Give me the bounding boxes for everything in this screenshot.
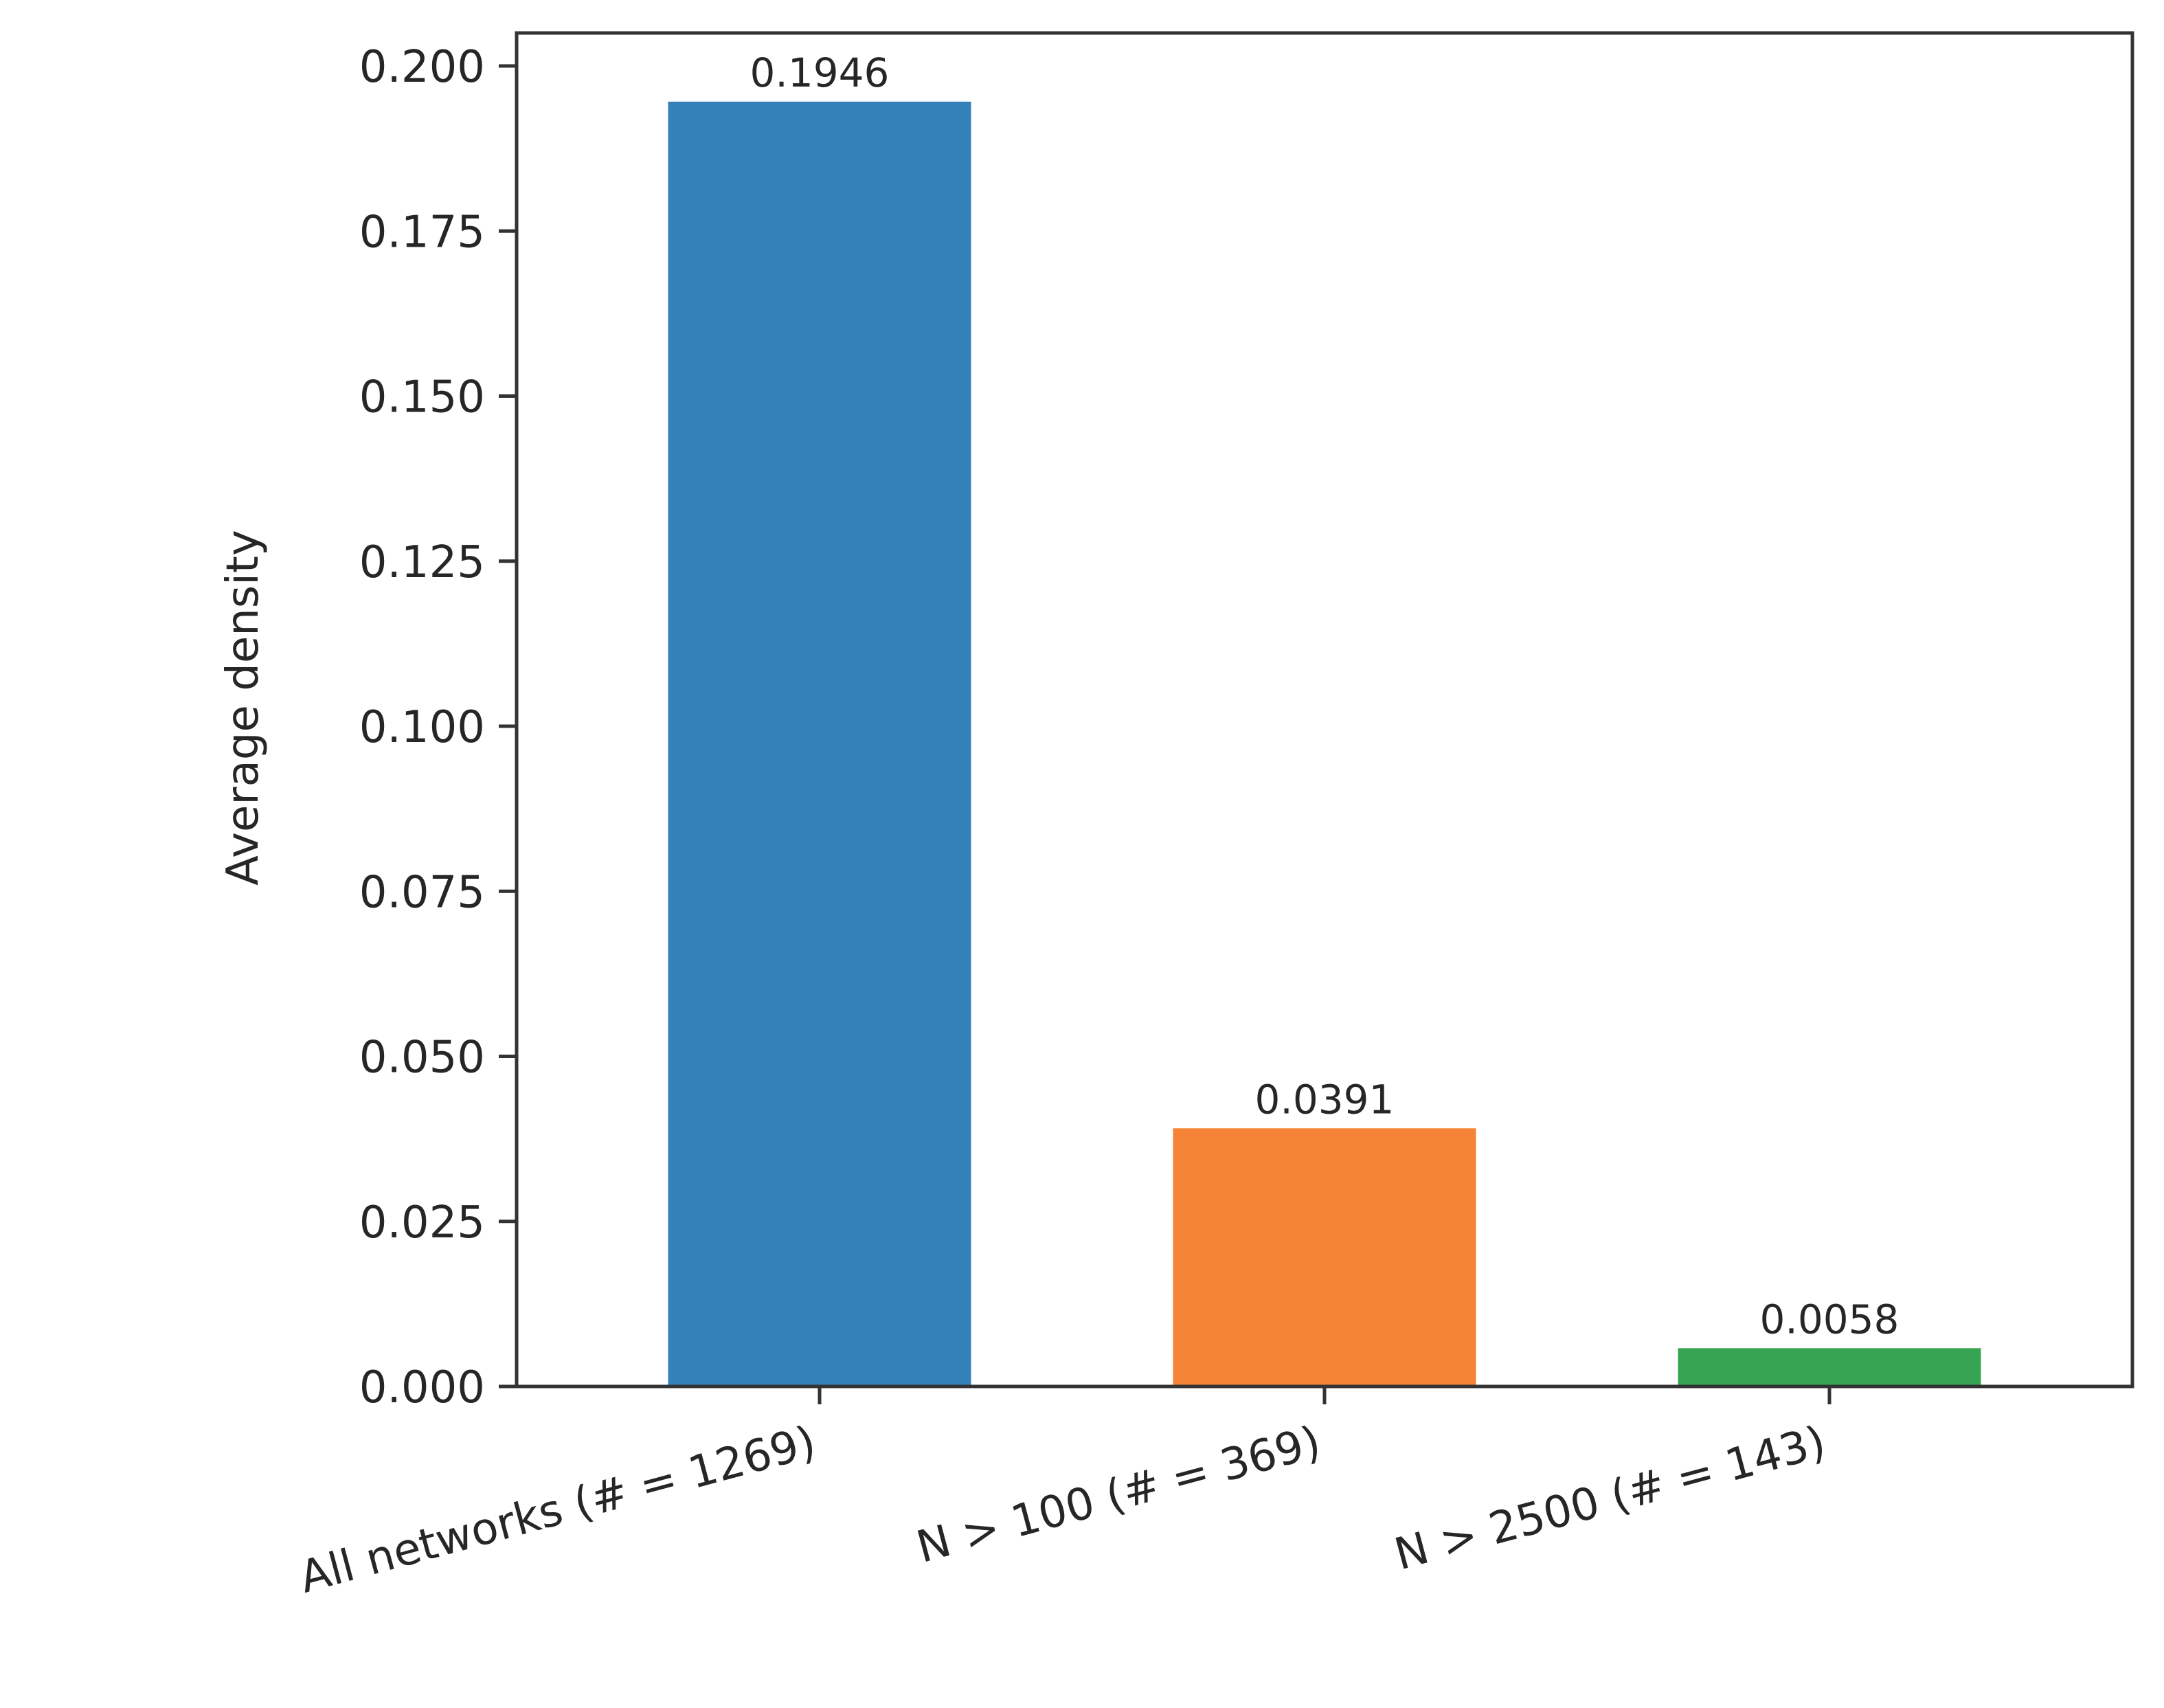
y-axis-label: Average density [218,530,269,886]
data-label-3: 0.0058 [1760,1296,1900,1342]
x-tick-label-0: All networks (# = 1269) [294,1417,821,1604]
y-tick-label-7: 0.175 [359,207,485,258]
y-tick-label-0: 0.000 [359,1362,485,1413]
bar-2 [1173,1128,1476,1386]
data-labels-layer: 0.1946 0.0391 0.0058 [750,49,1900,1342]
x-tick-label-1: N > 100 (# = 369) [912,1417,1326,1573]
bar-1 [668,101,971,1387]
bar-3 [1678,1348,1981,1386]
y-tick-label-5: 0.125 [359,537,485,588]
x-tick-label-2: N > 2500 (# = 143) [1390,1417,1831,1581]
data-label-1: 0.1946 [750,49,890,96]
y-tick-label-6: 0.150 [359,372,485,423]
y-tick-label-4: 0.100 [359,702,485,753]
y-tick-label-2: 0.050 [359,1033,485,1083]
y-tick-label-8: 0.200 [359,42,485,93]
data-label-2: 0.0391 [1255,1076,1395,1123]
y-tick-label-3: 0.075 [359,867,485,918]
bars-layer [668,101,1981,1387]
y-tick-label-1: 0.025 [359,1198,485,1248]
